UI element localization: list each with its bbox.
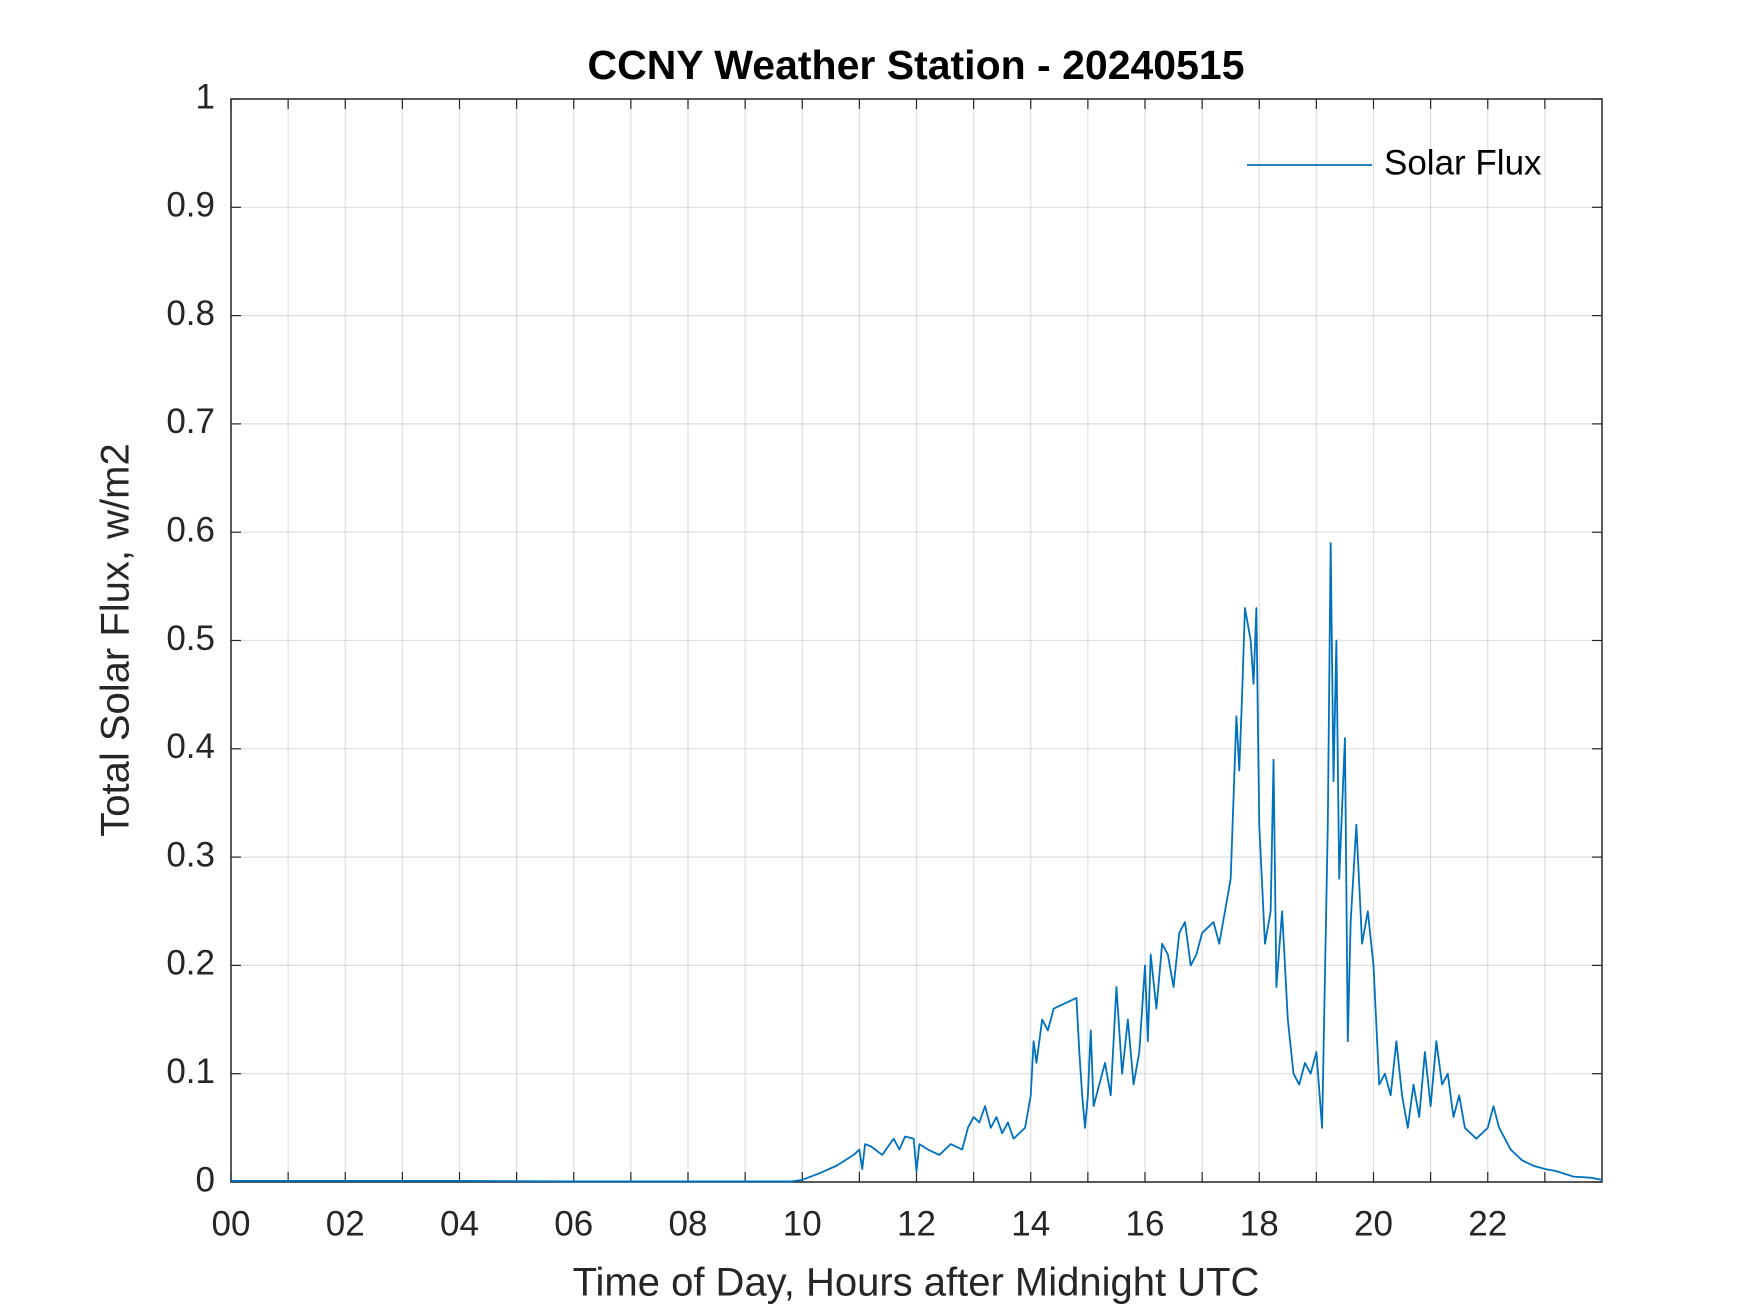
y-tick-label: 0.9 bbox=[166, 186, 215, 225]
x-tick-label: 02 bbox=[326, 1204, 365, 1243]
x-tick-label: 22 bbox=[1468, 1204, 1507, 1243]
x-tick-label: 04 bbox=[440, 1204, 479, 1243]
y-tick-label: 0.2 bbox=[166, 944, 215, 983]
y-tick-label: 0.4 bbox=[166, 727, 215, 766]
x-tick-label: 14 bbox=[1011, 1204, 1050, 1243]
x-tick-label: 12 bbox=[897, 1204, 936, 1243]
legend-label: Solar Flux bbox=[1384, 143, 1542, 182]
x-axis-label: Time of Day, Hours after Midnight UTC bbox=[573, 1261, 1260, 1305]
y-tick-label: 0.3 bbox=[166, 835, 215, 874]
data-line bbox=[231, 542, 1603, 1183]
x-tick-label: 06 bbox=[554, 1204, 593, 1243]
x-tick-label: 00 bbox=[212, 1204, 251, 1243]
plot-frame bbox=[230, 98, 1603, 1183]
x-tick-label: 20 bbox=[1354, 1204, 1393, 1243]
y-tick-label: 1 bbox=[196, 77, 215, 116]
y-tick-label: 0.1 bbox=[166, 1052, 215, 1091]
x-tick-label: 16 bbox=[1126, 1204, 1165, 1243]
y-tick-label: 0.8 bbox=[166, 294, 215, 333]
x-tick-label: 10 bbox=[783, 1204, 822, 1243]
x-tick-label: 08 bbox=[669, 1204, 708, 1243]
x-tick-label: 18 bbox=[1240, 1204, 1279, 1243]
y-tick-label: 0.5 bbox=[166, 619, 215, 658]
y-tick-label: 0 bbox=[196, 1160, 215, 1199]
chart-title: CCNY Weather Station - 20240515 bbox=[587, 42, 1244, 88]
y-axis-label: Total Solar Flux, w/m2 bbox=[94, 443, 138, 836]
y-tick-label: 0.7 bbox=[166, 402, 215, 441]
y-tick-label: 0.6 bbox=[166, 510, 215, 549]
